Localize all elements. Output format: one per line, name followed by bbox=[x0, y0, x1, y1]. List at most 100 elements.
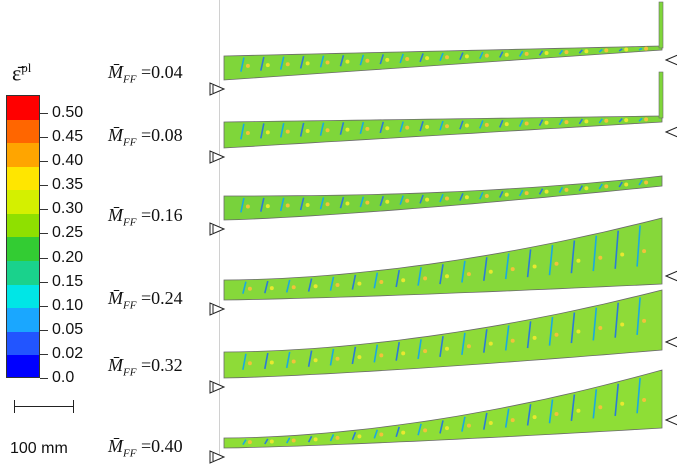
strain-spot bbox=[423, 349, 428, 354]
stiffener-mark bbox=[264, 438, 269, 445]
stiffener-mark bbox=[319, 197, 325, 210]
stiffener-mark bbox=[570, 312, 576, 344]
stiffener-mark bbox=[598, 48, 603, 53]
stiffener-mark bbox=[504, 408, 510, 428]
beam-case bbox=[209, 1, 677, 96]
colorbar-tick-label: 0.45 bbox=[52, 128, 84, 146]
strain-spot bbox=[466, 272, 471, 277]
stiffener-mark bbox=[614, 302, 619, 338]
right-support-icon bbox=[664, 126, 677, 138]
strain-spot bbox=[445, 196, 449, 201]
stiffener-mark bbox=[598, 183, 603, 190]
strain-spot bbox=[365, 58, 370, 63]
case-value: =0.04 bbox=[136, 62, 183, 82]
stiffener-mark bbox=[558, 186, 564, 193]
stiffener-mark bbox=[339, 196, 345, 209]
colorbar-tick-label: 0.35 bbox=[52, 176, 84, 194]
strain-spot bbox=[285, 62, 290, 67]
case-value: =0.16 bbox=[136, 205, 183, 225]
strain-spot bbox=[564, 120, 569, 125]
stiffener-mark bbox=[359, 54, 365, 66]
stiffener-mark bbox=[319, 55, 325, 68]
strain-spot bbox=[466, 344, 471, 349]
strain-spot bbox=[642, 249, 647, 254]
stiffener-mark bbox=[614, 383, 619, 416]
beam-case bbox=[209, 289, 677, 394]
stiffener-mark bbox=[518, 50, 524, 57]
strain-spot bbox=[291, 359, 296, 364]
strain-spot bbox=[544, 50, 549, 55]
strain-spot bbox=[504, 122, 509, 127]
stiffener-mark bbox=[548, 244, 554, 276]
strain-spot bbox=[544, 189, 549, 194]
case-label: M̄FF =0.08 bbox=[108, 125, 183, 149]
stiffener-mark bbox=[439, 52, 444, 62]
colorbar-tick-label: 0.50 bbox=[52, 104, 84, 121]
strain-spot bbox=[345, 59, 350, 64]
stiffener-mark bbox=[359, 121, 365, 135]
strain-spot bbox=[554, 412, 559, 417]
stiffener-mark bbox=[504, 253, 510, 280]
case-symbol-sub: FF bbox=[123, 299, 137, 312]
strain-spot bbox=[269, 286, 274, 291]
stiffener-mark bbox=[240, 57, 245, 72]
strain-spot bbox=[564, 50, 569, 55]
strain-spot bbox=[245, 63, 250, 68]
legend-title: ε̄pl bbox=[12, 60, 31, 86]
strain-spot bbox=[644, 117, 649, 122]
stiffener-mark bbox=[395, 426, 400, 438]
strain-spot bbox=[445, 426, 449, 431]
strain-spot bbox=[554, 332, 559, 337]
strain-spot bbox=[504, 52, 509, 57]
strain-spot bbox=[532, 335, 537, 340]
colorbar-tick-mark bbox=[40, 281, 48, 283]
stiffener-mark bbox=[264, 280, 269, 294]
strain-spot bbox=[325, 60, 330, 65]
strain-spot bbox=[385, 199, 390, 204]
colorbar-band bbox=[7, 284, 39, 309]
stiffener-mark bbox=[598, 118, 603, 124]
strain-spot bbox=[644, 46, 649, 51]
left-support-icon bbox=[209, 450, 226, 464]
stiffener-mark bbox=[395, 269, 400, 288]
stiffener-mark bbox=[419, 53, 424, 63]
stiffener-mark bbox=[618, 48, 623, 52]
colorbar-tick-label: 0.15 bbox=[52, 272, 84, 290]
stiffener-mark bbox=[373, 429, 379, 439]
beam-body bbox=[223, 115, 663, 149]
strain-spot bbox=[484, 122, 489, 127]
strain-spot bbox=[245, 204, 250, 209]
case-symbol: M̄FF bbox=[108, 355, 136, 379]
strain-spot bbox=[305, 61, 310, 66]
stiffener-mark bbox=[242, 353, 247, 370]
right-support-icon bbox=[664, 336, 677, 348]
stiffener-mark bbox=[538, 119, 544, 127]
strain-spot bbox=[379, 280, 384, 285]
strain-spot bbox=[524, 121, 529, 126]
right-support-icon bbox=[664, 270, 677, 282]
stiffener-mark bbox=[279, 56, 285, 70]
strain-spot bbox=[642, 318, 647, 323]
strain-spot bbox=[445, 124, 449, 129]
case-value: =0.24 bbox=[136, 288, 183, 308]
stiffener-mark bbox=[399, 121, 404, 133]
strain-spot bbox=[554, 261, 559, 266]
colorbar-band bbox=[7, 237, 39, 262]
stiffener-mark bbox=[499, 51, 504, 58]
colorbar-tick-mark bbox=[40, 305, 48, 307]
stiffener-mark bbox=[260, 56, 265, 71]
stiffener-mark bbox=[461, 332, 466, 355]
beam-body bbox=[223, 175, 663, 221]
colorbar-band bbox=[7, 166, 39, 191]
stiffener-mark bbox=[285, 279, 291, 293]
right-support-icon bbox=[664, 414, 677, 426]
case-value: =0.40 bbox=[136, 436, 183, 456]
left-support-icon bbox=[209, 222, 226, 236]
case-symbol-sub: FF bbox=[123, 73, 137, 86]
colorbar-tick-mark bbox=[40, 113, 48, 114]
strain-spot bbox=[620, 401, 625, 406]
vertical-stem bbox=[658, 1, 664, 49]
strain-spot bbox=[488, 269, 493, 274]
colorbar-band bbox=[7, 190, 39, 214]
stiffener-mark bbox=[417, 267, 422, 286]
